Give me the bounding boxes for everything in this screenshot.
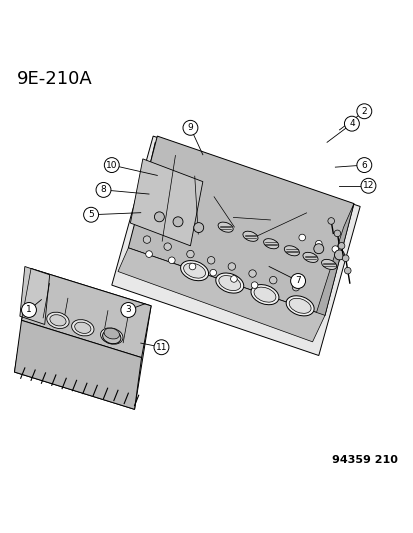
Text: 12: 12 [362,181,373,190]
Text: 3: 3 [125,305,131,314]
Ellipse shape [180,261,208,281]
Ellipse shape [263,239,278,249]
Polygon shape [124,140,349,333]
Polygon shape [118,248,324,342]
Ellipse shape [47,312,69,328]
Circle shape [290,273,305,288]
Circle shape [327,217,334,224]
Ellipse shape [215,273,243,293]
Circle shape [173,217,183,227]
Polygon shape [128,136,353,316]
Circle shape [292,284,299,291]
Circle shape [104,158,119,173]
Text: 8: 8 [100,185,106,195]
Circle shape [207,256,214,264]
Circle shape [143,236,150,244]
Ellipse shape [218,222,233,232]
Circle shape [186,251,194,258]
Ellipse shape [321,260,336,270]
Circle shape [209,269,216,276]
Circle shape [269,277,276,284]
Ellipse shape [103,330,120,342]
Text: 1: 1 [26,305,32,314]
Circle shape [121,303,135,318]
Circle shape [356,158,371,173]
Circle shape [230,276,237,282]
Circle shape [356,104,371,119]
Circle shape [251,282,257,288]
Circle shape [228,263,235,270]
Ellipse shape [284,246,299,256]
Ellipse shape [254,287,275,302]
Ellipse shape [71,320,94,336]
Text: 9: 9 [187,123,193,132]
Circle shape [183,120,197,135]
Polygon shape [314,204,353,318]
Polygon shape [21,269,151,358]
Circle shape [344,116,358,131]
Circle shape [189,263,195,270]
Circle shape [337,243,344,249]
Circle shape [344,268,350,274]
Text: 2: 2 [361,107,366,116]
Ellipse shape [100,328,123,344]
Circle shape [248,270,256,277]
Circle shape [313,244,323,254]
Ellipse shape [218,276,240,290]
Polygon shape [14,269,151,409]
Circle shape [83,207,98,222]
Polygon shape [112,136,359,356]
Ellipse shape [242,231,257,241]
Circle shape [333,230,340,237]
Text: 10: 10 [106,160,117,169]
Circle shape [154,340,169,354]
Circle shape [164,243,171,251]
Polygon shape [130,142,324,310]
Circle shape [193,223,203,232]
Text: 94359 210: 94359 210 [331,455,396,465]
Text: 7: 7 [294,277,300,286]
Polygon shape [14,320,141,409]
Ellipse shape [50,314,66,326]
Circle shape [21,303,36,318]
Text: 4: 4 [348,119,354,128]
Circle shape [315,240,321,247]
Circle shape [360,179,375,193]
Circle shape [96,182,111,197]
Polygon shape [130,159,202,246]
Ellipse shape [74,322,91,334]
Text: 6: 6 [361,160,366,169]
Ellipse shape [102,330,121,344]
Ellipse shape [285,296,313,316]
Polygon shape [20,266,50,325]
Ellipse shape [104,328,119,339]
Circle shape [331,246,338,253]
Circle shape [168,257,175,264]
Circle shape [342,255,348,262]
Text: 9E-210A: 9E-210A [17,70,92,88]
Circle shape [298,234,305,241]
Circle shape [334,250,344,260]
Circle shape [145,251,152,257]
Ellipse shape [250,285,278,305]
Text: 5: 5 [88,210,94,219]
Ellipse shape [289,298,310,313]
Ellipse shape [183,263,205,278]
Text: 11: 11 [155,343,167,352]
Ellipse shape [302,252,317,262]
Circle shape [154,212,164,222]
